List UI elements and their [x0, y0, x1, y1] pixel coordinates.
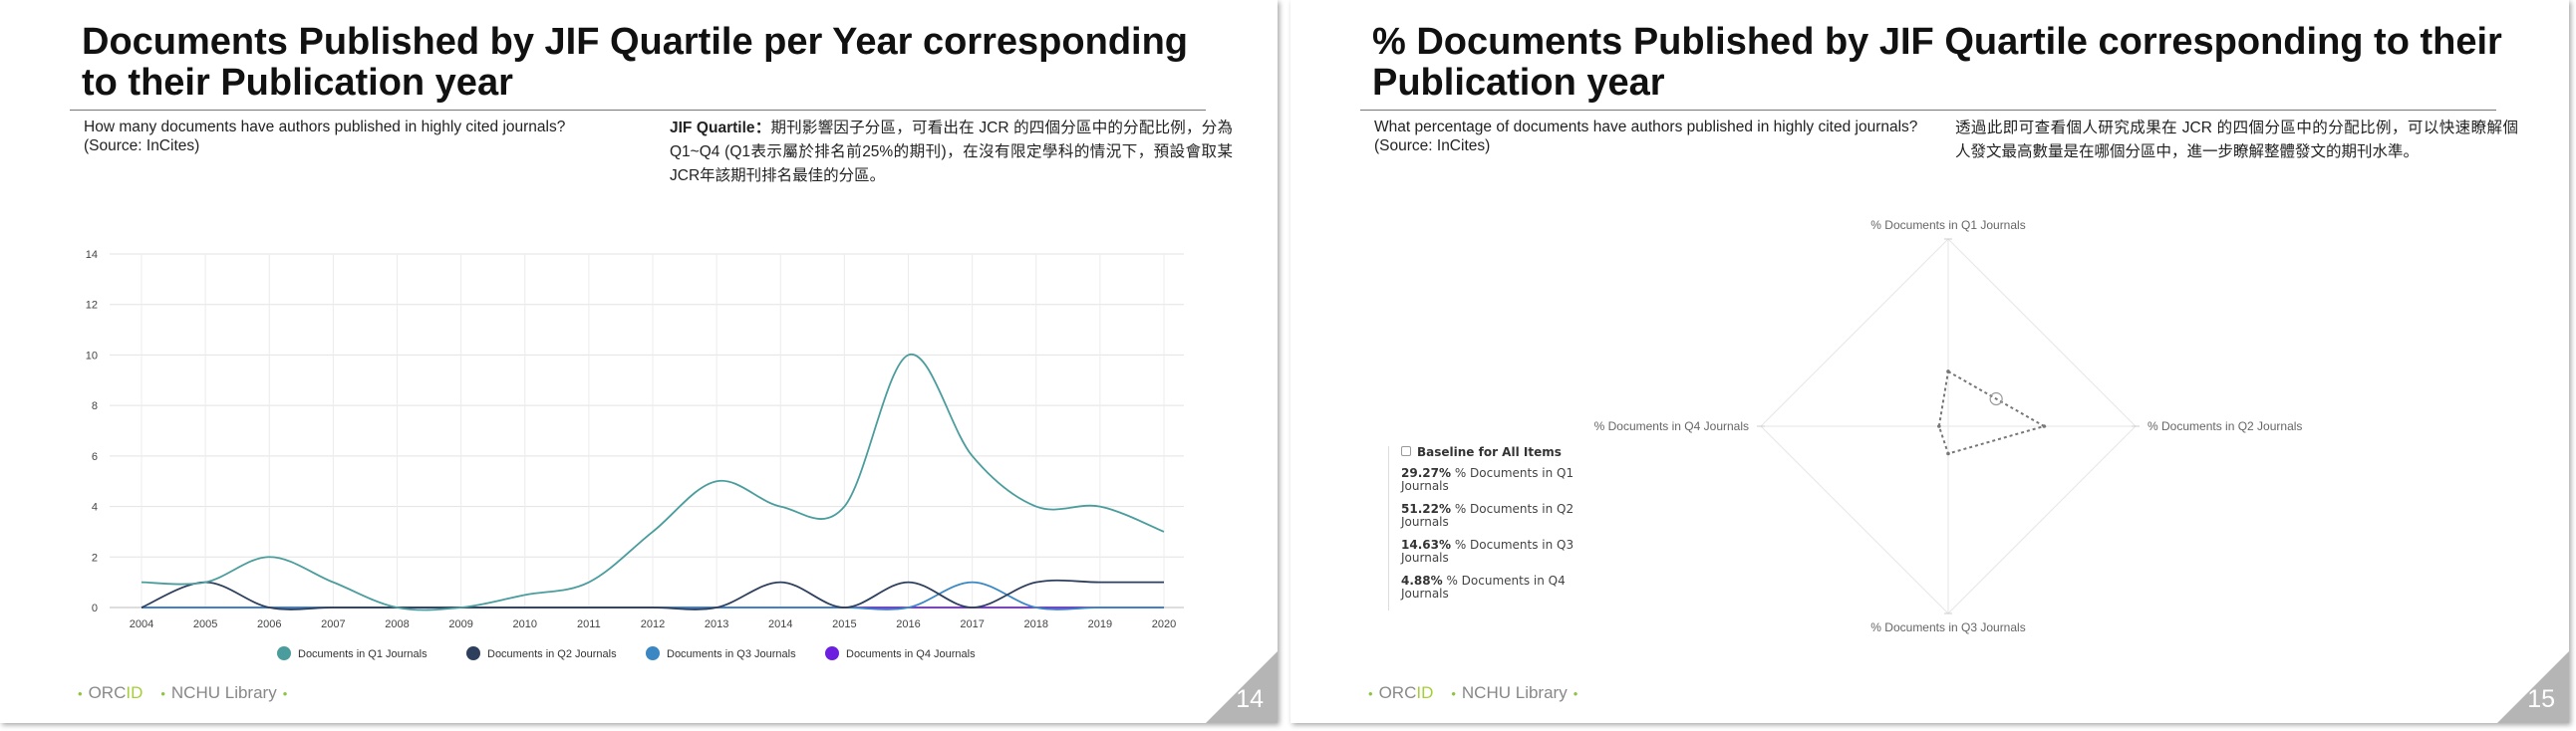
x-tick-label: 2012 [641, 618, 665, 630]
slide-15: % Documents Published by JIF Quartile co… [1290, 0, 2569, 723]
question-text: What percentage of documents have author… [1374, 118, 1932, 155]
x-tick-label: 2016 [896, 618, 920, 630]
legend-item-q4: 4.88% % Documents in Q4 Journals [1401, 574, 1566, 601]
x-tick-label: 2013 [705, 618, 728, 630]
source: (Source: InCites) [1374, 137, 1491, 154]
x-tick-label: 2014 [768, 618, 792, 630]
legend-label: Documents in Q3 Journals [667, 648, 796, 660]
footer-id: ID [1416, 683, 1434, 702]
x-tick-label: 2004 [130, 618, 153, 630]
page-corner [1206, 651, 1278, 723]
x-tick-label: 2010 [513, 618, 537, 630]
y-tick-label: 14 [86, 249, 98, 261]
x-tick-label: 2019 [1088, 618, 1112, 630]
legend-item-q3: 14.63% % Documents in Q3 Journals [1401, 538, 1574, 565]
footer-orc: ORC [1378, 683, 1417, 702]
source: (Source: InCites) [84, 137, 200, 154]
x-tick-label: 2018 [1024, 618, 1048, 630]
x-tick-label: 2006 [257, 618, 281, 630]
note-label: JIF Quartile： [670, 120, 771, 136]
x-tick-label: 2009 [448, 618, 472, 630]
legend-marker [825, 646, 839, 660]
y-tick-label: 2 [92, 552, 98, 564]
radar-legend: Baseline for All Items 29.27% % Document… [1388, 446, 1595, 610]
footer-orc: ORC [88, 683, 127, 702]
question-text: How many documents have authors publishe… [84, 118, 642, 155]
y-axis-ticks: 0 2 4 6 8 10 12 14 [86, 249, 98, 614]
x-tick-label: 2007 [321, 618, 345, 630]
legend-title: Baseline for All Items [1417, 445, 1562, 459]
jif-note: JIF Quartile：期刊影響因子分區，可看出在 JCR 的四個分區中的分配… [670, 117, 1233, 188]
page-number: 14 [1236, 685, 1264, 713]
line-chart: 0 2 4 6 8 10 12 14 2004 2005 2006 2007 2008 2009 2010… [86, 249, 1184, 660]
radar-grid [1757, 238, 2140, 614]
radar-axis-label: % Documents in Q1 Journals [1870, 218, 2025, 232]
legend-marker [466, 646, 480, 660]
chart-legend: Documents in Q1 Journals Documents in Q2 … [277, 646, 976, 660]
x-tick-label: 2020 [1152, 618, 1176, 630]
legend-swatch [1401, 446, 1411, 456]
series-line [141, 354, 1165, 611]
legend-marker [277, 646, 291, 660]
note-text: 期刊影響因子分區，可看出在 JCR 的四個分區中的分配比例，分為Q1~Q4 (Q… [670, 120, 1233, 184]
legend-marker [646, 646, 660, 660]
legend-label: Documents in Q2 Journals [487, 648, 617, 660]
title-divider [1360, 110, 2496, 111]
radar-series [1937, 369, 2047, 456]
radar-point [1946, 369, 1950, 373]
question: How many documents have authors publishe… [84, 119, 566, 135]
radar-point [2042, 424, 2047, 428]
series-line [141, 579, 1164, 610]
page-corner [2497, 651, 2569, 723]
radar-axis-label: % Documents in Q3 Journals [1870, 620, 2025, 634]
y-tick-label: 6 [92, 451, 98, 463]
footer-library: NCHU Library [170, 683, 277, 702]
chart-series [141, 354, 1165, 611]
radar-axis-label: % Documents in Q2 Journals [2147, 419, 2302, 433]
legend-item-q1: 29.27% % Documents in Q1 Journals [1401, 466, 1574, 493]
x-tick-label: 2008 [385, 618, 409, 630]
y-tick-label: 0 [92, 603, 98, 614]
chart-grid [110, 253, 1184, 609]
radar-point [1937, 424, 1941, 428]
legend-item-q2: 51.22% % Documents in Q2 Journals [1401, 502, 1574, 529]
legend-label: Documents in Q1 Journals [298, 648, 428, 660]
radar-hover-marker [1989, 391, 2003, 406]
x-axis-ticks: 2004 2005 2006 2007 2008 2009 2010 2011 2012 2013… [130, 618, 1176, 630]
radar-point [1946, 451, 1950, 456]
y-tick-label: 4 [92, 502, 98, 514]
x-tick-label: 2017 [960, 618, 984, 630]
legend-label: Documents in Q4 Journals [846, 648, 976, 660]
y-tick-label: 8 [92, 400, 98, 412]
question: What percentage of documents have author… [1374, 119, 1918, 135]
radar-series-polygon [1937, 369, 2047, 455]
x-tick-label: 2011 [577, 618, 601, 630]
radar-axis-label: % Documents in Q4 Journals [1594, 419, 1749, 433]
radar-axis-labels: % Documents in Q1 Journals % Documents in… [1594, 218, 2303, 634]
radar-chart: % Documents in Q1 Journals % Documents in… [1594, 218, 2303, 634]
footer-library: NCHU Library [1461, 683, 1568, 702]
footer: • ORCID • NCHU Library • [1368, 683, 1578, 702]
page-number: 15 [2527, 685, 2555, 713]
footer: • ORCID • NCHU Library • [78, 683, 288, 702]
radar-note: 透過此即可查看個人研究成果在 JCR 的四個分區中的分配比例，可以快速瞭解個人發… [1955, 120, 2518, 160]
title-divider [70, 110, 1206, 111]
slide-title: % Documents Published by JIF Quartile co… [1372, 21, 2502, 104]
footer-id: ID [126, 683, 143, 702]
slide-title: Documents Published by JIF Quartile per … [82, 21, 1189, 104]
x-tick-label: 2005 [193, 618, 217, 630]
slide-14: Documents Published by JIF Quartile per … [0, 0, 1278, 723]
x-tick-label: 2015 [832, 618, 856, 630]
y-tick-label: 12 [86, 300, 98, 312]
y-tick-label: 10 [86, 350, 98, 362]
